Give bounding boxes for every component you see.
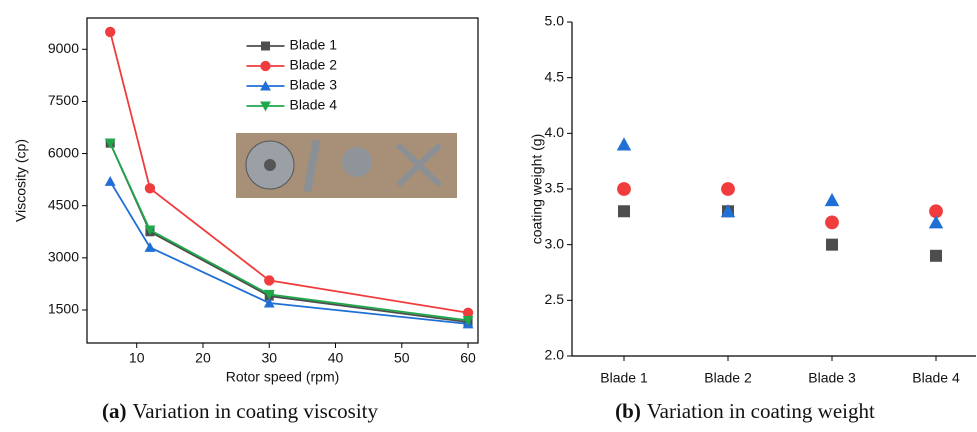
caption-label: (b)	[615, 399, 641, 423]
marker	[930, 249, 942, 262]
photo-blade-hub	[264, 159, 276, 171]
marker	[721, 182, 735, 196]
marker	[826, 238, 838, 251]
y-tick-label: 7500	[48, 92, 79, 108]
y-tick-label: 9000	[48, 40, 79, 56]
series-line	[109, 31, 469, 314]
x-tick-label: 50	[394, 350, 410, 366]
x-axis-label: Rotor speed (rpm)	[226, 369, 340, 385]
x-tick-label: Blade 1	[600, 370, 648, 386]
y-tick-label: 4500	[48, 196, 79, 212]
marker	[263, 297, 275, 308]
legend-label: Blade 3	[290, 77, 338, 93]
y-tick-label: 3.5	[545, 180, 565, 196]
y-axis-label: Viscosity (cp)	[13, 139, 29, 222]
series-line	[109, 142, 469, 322]
caption: (a) Variation in coating viscosity	[102, 399, 379, 423]
marker	[616, 137, 632, 151]
legend-label: Blade 4	[290, 97, 338, 113]
y-tick-label: 3000	[48, 249, 79, 265]
caption-text: Variation in coating viscosity	[132, 399, 378, 423]
photo-blade	[303, 139, 321, 193]
marker	[261, 41, 270, 51]
caption: (b) Variation in coating weight	[615, 399, 875, 423]
marker	[105, 26, 116, 38]
marker	[825, 215, 839, 230]
marker	[144, 183, 156, 194]
y-tick-label: 6000	[48, 144, 79, 160]
marker	[104, 175, 116, 186]
marker	[260, 101, 271, 112]
plot-frame	[86, 17, 479, 344]
marker	[263, 289, 275, 300]
series-line	[109, 180, 469, 325]
y-tick-label: 3.0	[545, 235, 565, 251]
x-tick-label: 20	[195, 350, 211, 366]
caption-label: (a)	[102, 399, 127, 423]
marker	[720, 204, 736, 218]
marker	[264, 275, 275, 286]
marker	[462, 307, 474, 318]
y-tick-label: 4.0	[545, 124, 565, 140]
legend-label: Blade 2	[290, 57, 338, 73]
y-tick-label: 4.5	[545, 68, 565, 84]
marker	[144, 242, 156, 252]
marker	[824, 192, 840, 207]
blade-photo	[236, 133, 457, 198]
marker	[929, 204, 943, 219]
y-tick-label: 1500	[48, 301, 79, 317]
y-tick-label: 2.0	[545, 347, 565, 363]
x-tick-label: 30	[261, 350, 277, 366]
caption-text: Variation in coating weight	[647, 399, 875, 423]
marker	[462, 315, 474, 326]
marker	[104, 138, 116, 149]
marker	[618, 205, 630, 218]
x-tick-label: 10	[129, 350, 145, 366]
marker	[260, 80, 271, 91]
marker	[617, 182, 631, 196]
y-axis-label: coating weight (g)	[529, 134, 545, 245]
photo-blade	[342, 147, 372, 177]
marker	[928, 215, 944, 229]
photo-blade	[395, 142, 443, 188]
legend-label: Blade 1	[290, 37, 338, 53]
y-tick-label: 5.0	[545, 13, 565, 29]
x-tick-label: Blade 2	[704, 370, 752, 386]
x-tick-label: Blade 3	[808, 370, 856, 386]
marker	[144, 225, 156, 236]
x-tick-label: 60	[460, 350, 476, 366]
marker	[260, 60, 271, 72]
y-tick-label: 2.5	[545, 291, 565, 307]
x-tick-label: 40	[328, 350, 344, 366]
x-tick-label: Blade 4	[912, 370, 960, 386]
